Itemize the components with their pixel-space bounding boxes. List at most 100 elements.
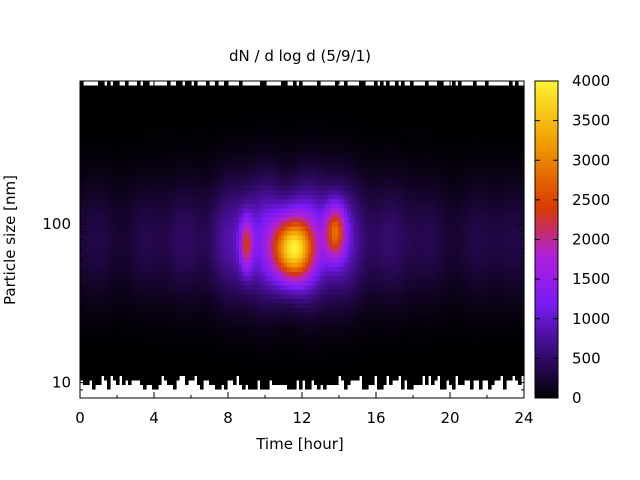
heatmap-cell	[233, 112, 237, 118]
heatmap-cell	[104, 212, 108, 218]
heatmap-cell	[95, 130, 99, 136]
heatmap-cell	[119, 94, 123, 100]
heatmap-cell	[113, 239, 117, 245]
heatmap-cell	[218, 302, 222, 309]
heatmap-cell	[116, 148, 120, 155]
heatmap-cell	[296, 302, 300, 309]
heatmap-cell	[128, 289, 132, 295]
heatmap-cell	[287, 176, 291, 182]
heatmap-cell	[188, 221, 192, 227]
heatmap-cell	[113, 375, 117, 381]
heatmap-cell	[227, 157, 231, 164]
heatmap-cell	[269, 189, 273, 195]
heatmap-cell	[200, 112, 204, 118]
heatmap-cell	[263, 302, 267, 309]
heatmap-cell	[194, 271, 198, 277]
heatmap-cell	[134, 148, 138, 155]
heatmap-cell	[263, 239, 267, 245]
heatmap-cell	[134, 90, 138, 96]
heatmap-cell	[98, 108, 102, 114]
heatmap-cell	[113, 212, 117, 218]
heatmap-cell	[110, 108, 114, 114]
heatmap-cell	[293, 266, 297, 272]
heatmap-cell	[158, 108, 162, 114]
heatmap-cell	[179, 262, 183, 268]
heatmap-cell	[257, 171, 261, 177]
heatmap-cell	[143, 375, 147, 381]
heatmap-cell	[128, 370, 132, 376]
heatmap-cell	[185, 379, 189, 386]
heatmap-cell	[116, 216, 120, 222]
heatmap-cell	[134, 117, 138, 123]
heatmap-cell	[191, 239, 195, 245]
heatmap-cell	[191, 234, 195, 241]
heatmap-cell	[188, 321, 192, 327]
heatmap-cell	[233, 239, 237, 245]
heatmap-cell	[266, 271, 270, 277]
heatmap-cell	[197, 221, 201, 227]
heatmap-cell	[239, 194, 243, 200]
heatmap-cell	[230, 176, 234, 182]
heatmap-cell	[155, 117, 159, 123]
heatmap-cell	[293, 85, 297, 91]
heatmap-cell	[185, 280, 189, 286]
heatmap-cell	[263, 253, 267, 259]
heatmap-cell	[83, 171, 87, 177]
heatmap-cell	[197, 280, 201, 286]
heatmap-cell	[113, 293, 117, 299]
heatmap-cell	[263, 248, 267, 254]
heatmap-cell	[116, 126, 120, 132]
heatmap-cell	[182, 130, 186, 136]
heatmap-cell	[272, 298, 276, 304]
heatmap-cell	[155, 375, 159, 381]
heatmap-cell	[125, 348, 129, 354]
heatmap-cell	[80, 352, 84, 358]
heatmap-cell	[179, 225, 183, 232]
heatmap-cell	[83, 239, 87, 245]
heatmap-cell	[119, 366, 123, 372]
heatmap-cell	[179, 307, 183, 313]
heatmap-cell	[263, 212, 267, 218]
heatmap-cell	[242, 230, 246, 236]
heatmap-cell	[272, 212, 276, 218]
heatmap-cell	[170, 198, 174, 204]
heatmap-cell	[125, 280, 129, 286]
heatmap-cell	[200, 234, 204, 241]
heatmap-cell	[215, 171, 219, 177]
heatmap-cell	[119, 225, 123, 232]
heatmap-cell	[197, 108, 201, 114]
heatmap-cell	[176, 266, 180, 272]
heatmap-cell	[200, 307, 204, 313]
heatmap-cell	[257, 325, 261, 331]
heatmap-cell	[170, 271, 174, 277]
heatmap-cell	[179, 121, 183, 127]
heatmap-cell	[248, 108, 252, 114]
heatmap-cell	[110, 284, 114, 290]
heatmap-cell	[233, 302, 237, 309]
heatmap-cell	[113, 275, 117, 281]
heatmap-cell	[83, 90, 87, 96]
heatmap-cell	[191, 230, 195, 236]
heatmap-cell	[257, 85, 261, 91]
heatmap-cell	[290, 284, 294, 290]
heatmap-cell	[134, 94, 138, 100]
heatmap-cell	[269, 239, 273, 245]
heatmap-cell	[158, 257, 162, 263]
heatmap-cell	[131, 330, 135, 336]
heatmap-cell	[203, 244, 207, 250]
heatmap-cell	[275, 321, 279, 327]
heatmap-cell	[293, 121, 297, 127]
heatmap-cell	[107, 370, 111, 376]
heatmap-cell	[161, 280, 165, 286]
heatmap-cell	[200, 361, 204, 367]
heatmap-cell	[290, 103, 294, 109]
heatmap-cell	[293, 325, 297, 331]
heatmap-cell	[104, 148, 108, 155]
heatmap-cell	[149, 171, 153, 177]
heatmap-cell	[209, 366, 213, 372]
heatmap-cell	[194, 275, 198, 281]
heatmap-cell	[149, 343, 153, 349]
heatmap-cell	[275, 248, 279, 254]
heatmap-cell	[287, 248, 291, 254]
heatmap-cell	[284, 316, 288, 322]
